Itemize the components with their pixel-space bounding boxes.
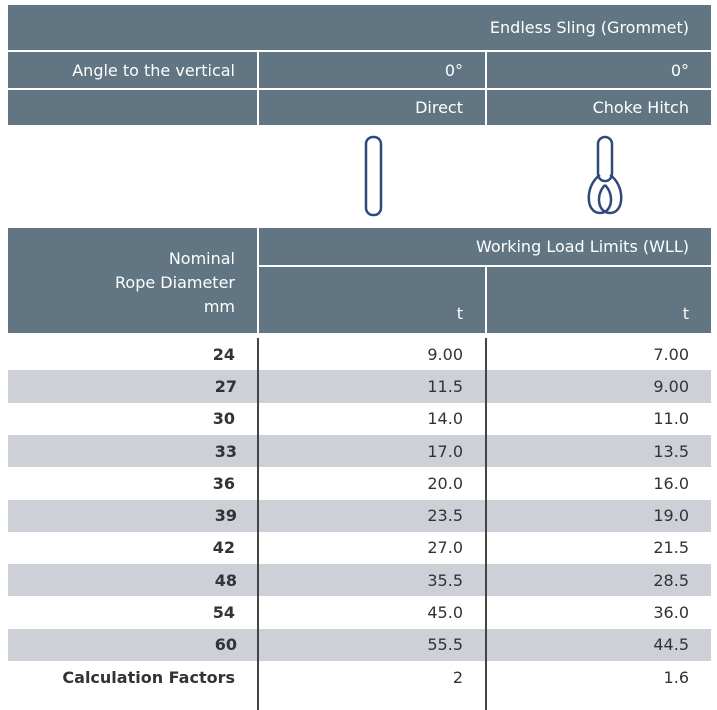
cell: 27.0 bbox=[427, 538, 463, 558]
unit: t bbox=[456, 304, 463, 323]
angle-cell: 0° bbox=[259, 52, 485, 88]
row-label: 30 bbox=[212, 409, 235, 429]
choke-icon bbox=[587, 135, 623, 215]
row-label: 60 bbox=[8, 628, 259, 661]
cell: 7.00 bbox=[653, 344, 689, 364]
angle-cell: 0° bbox=[487, 52, 711, 88]
cell: 23.5 bbox=[257, 499, 485, 532]
cell: 11.0 bbox=[653, 409, 689, 429]
divider bbox=[485, 338, 487, 710]
angle: 0° bbox=[670, 60, 689, 80]
cell: 44.5 bbox=[485, 628, 711, 661]
cell: 45.0 bbox=[427, 603, 463, 623]
row-label: 33 bbox=[8, 434, 259, 468]
row-label: 39 bbox=[8, 499, 259, 532]
icons bbox=[364, 135, 623, 217]
angle: 0° bbox=[444, 60, 463, 80]
title-cell: Endless Sling (Grommet) bbox=[8, 5, 711, 50]
wll-label: Working Load Limits (WLL) bbox=[475, 237, 689, 256]
unit-cell: t bbox=[487, 267, 711, 333]
cell: 20.0 bbox=[427, 473, 463, 493]
cell: 9.00 bbox=[427, 344, 463, 364]
row-label: 42 bbox=[212, 538, 235, 558]
diameter-header-line: Rope Diameter bbox=[115, 272, 235, 292]
cell: 1.6 bbox=[663, 667, 689, 687]
divider bbox=[257, 338, 259, 710]
diameter-header: Nominal Rope Diameter mm bbox=[8, 228, 257, 333]
cell: 14.0 bbox=[427, 409, 463, 429]
title: Endless Sling (Grommet) bbox=[489, 18, 689, 37]
row-label: 54 bbox=[212, 603, 235, 623]
cell: 28.5 bbox=[485, 564, 711, 597]
cell: 13.5 bbox=[485, 434, 711, 468]
row-label: 48 bbox=[8, 564, 259, 597]
cell: 21.5 bbox=[653, 538, 689, 558]
diameter-header-line: Nominal bbox=[168, 248, 235, 268]
cell: 9.00 bbox=[485, 370, 711, 403]
cell: 16.0 bbox=[653, 473, 689, 493]
cell: 2 bbox=[452, 667, 463, 687]
row-label: 36 bbox=[212, 473, 235, 493]
diameter-header-line: mm bbox=[203, 296, 235, 316]
hitch: Choke Hitch bbox=[592, 98, 689, 117]
row-label: 27 bbox=[8, 370, 259, 403]
cell: 55.5 bbox=[257, 628, 485, 661]
unit: t bbox=[682, 304, 689, 323]
hitch-cell: Direct bbox=[259, 90, 485, 125]
row-label: 24 bbox=[212, 344, 235, 364]
wll-header: Working Load Limits (WLL) bbox=[259, 228, 711, 265]
cell: 35.5 bbox=[257, 564, 485, 597]
row-label: Calculation Factors bbox=[62, 667, 235, 687]
direct-icon bbox=[364, 135, 383, 217]
cell: 19.0 bbox=[485, 499, 711, 532]
blank-cell bbox=[8, 90, 257, 125]
cell: 36.0 bbox=[653, 603, 689, 623]
hitch: Direct bbox=[415, 98, 463, 117]
cell: 11.5 bbox=[257, 370, 485, 403]
angle-label: Angle to the vertical bbox=[72, 60, 235, 80]
unit-cell: t bbox=[259, 267, 485, 333]
angle-label-cell: Angle to the vertical bbox=[8, 52, 257, 88]
cell: 17.0 bbox=[257, 434, 485, 468]
hitch-cell: Choke Hitch bbox=[487, 90, 711, 125]
